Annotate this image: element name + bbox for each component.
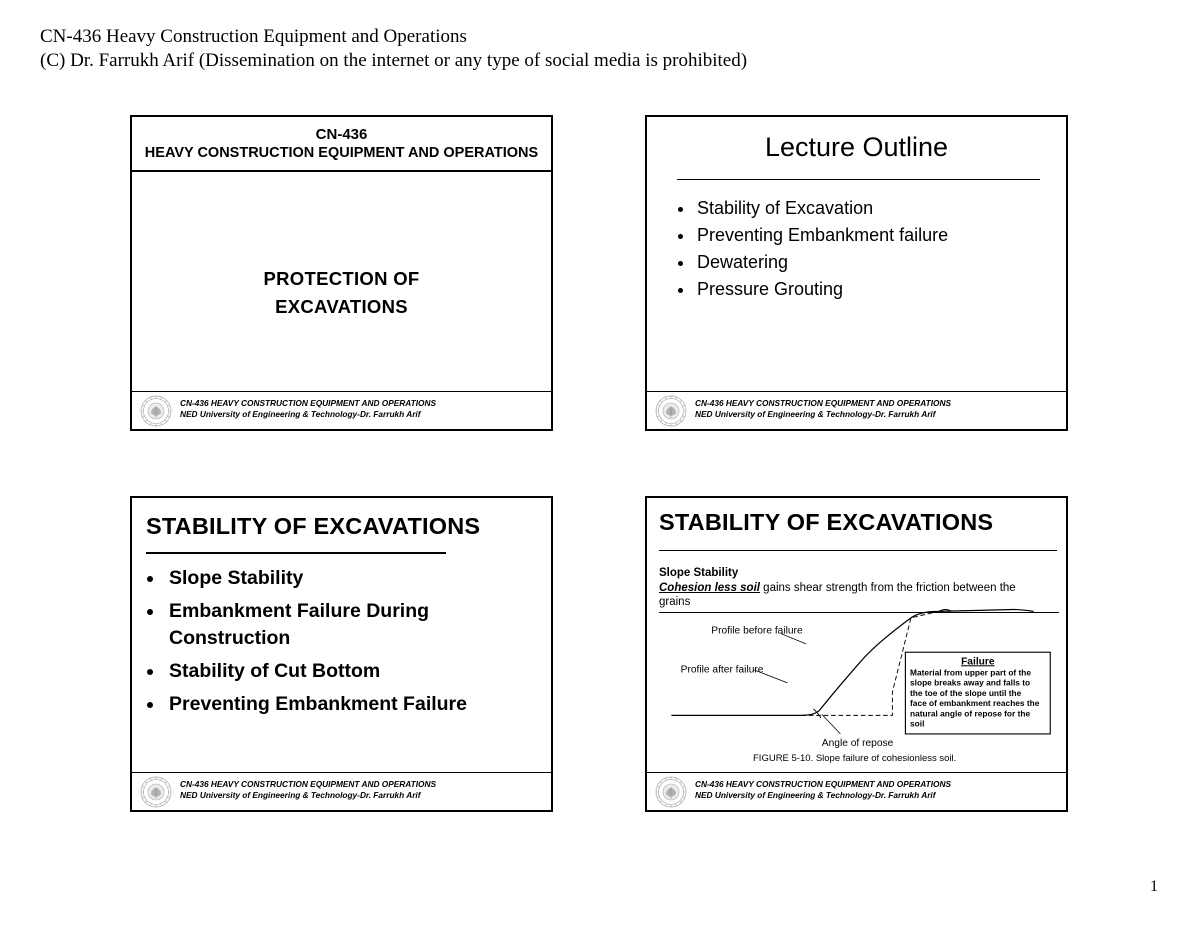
svg-text:soil: soil [910,719,924,729]
svg-text:face of embankment reaches the: face of embankment reaches the [910,698,1040,708]
svg-text:Angle of repose: Angle of repose [822,738,894,749]
svg-text:natural angle of repose for th: natural angle of repose for the [910,708,1030,718]
svg-text:Profile after failure: Profile after failure [681,665,764,676]
svg-text:the toe of the slope until the: the toe of the slope until the [910,688,1022,698]
svg-text:Profile before failure: Profile before failure [711,626,803,637]
svg-text:Failure: Failure [961,656,995,667]
svg-text:Material from upper part of th: Material from upper part of the [910,667,1031,677]
svg-text:slope breaks away and falls to: slope breaks away and falls to [910,678,1030,688]
